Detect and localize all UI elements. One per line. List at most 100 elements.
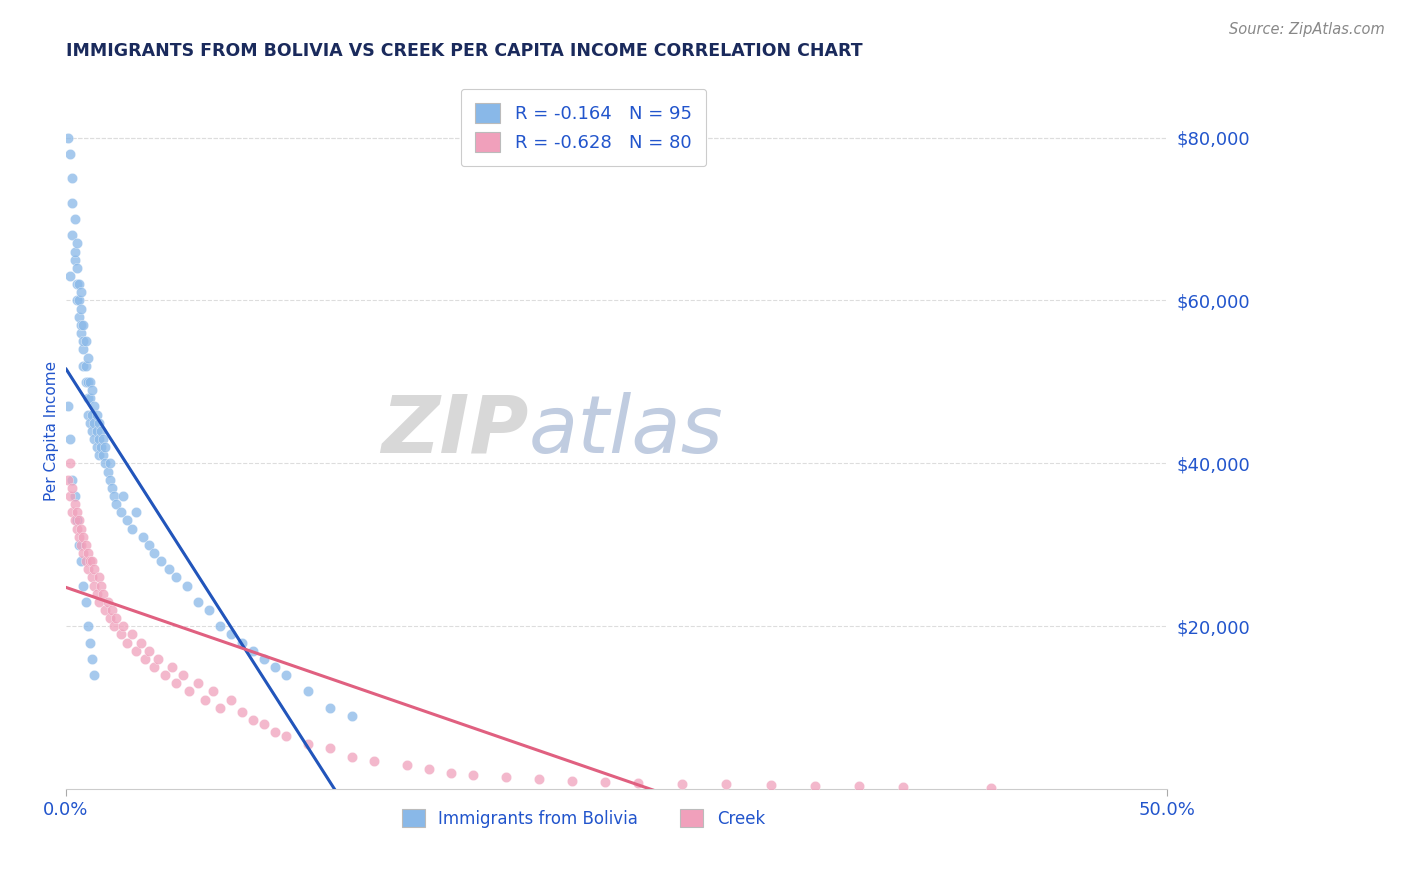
Point bbox=[59, 489, 82, 503]
Point bbox=[98, 457, 121, 471]
Point bbox=[83, 400, 105, 414]
Point bbox=[418, 762, 440, 776]
Point bbox=[63, 212, 86, 227]
Point bbox=[63, 497, 86, 511]
Point bbox=[891, 780, 914, 794]
Point bbox=[87, 448, 110, 462]
Point bbox=[86, 424, 108, 438]
Point bbox=[87, 416, 110, 430]
Point bbox=[67, 538, 90, 552]
Point bbox=[59, 147, 82, 161]
Point bbox=[208, 700, 231, 714]
Point bbox=[72, 578, 94, 592]
Point bbox=[59, 457, 82, 471]
Text: IMMIGRANTS FROM BOLIVIA VS CREEK PER CAPITA INCOME CORRELATION CHART: IMMIGRANTS FROM BOLIVIA VS CREEK PER CAP… bbox=[66, 42, 862, 60]
Point bbox=[219, 692, 242, 706]
Point bbox=[87, 595, 110, 609]
Point bbox=[463, 767, 485, 781]
Point bbox=[803, 779, 825, 793]
Point bbox=[72, 318, 94, 332]
Point bbox=[76, 546, 98, 560]
Point bbox=[125, 505, 148, 519]
Point bbox=[83, 562, 105, 576]
Point bbox=[440, 766, 463, 780]
Point bbox=[219, 627, 242, 641]
Point bbox=[91, 432, 114, 446]
Point bbox=[125, 644, 148, 658]
Point bbox=[980, 780, 1002, 795]
Point bbox=[76, 391, 98, 405]
Point bbox=[340, 749, 363, 764]
Point bbox=[90, 424, 112, 438]
Point bbox=[101, 481, 124, 495]
Point bbox=[160, 660, 183, 674]
Point bbox=[117, 635, 139, 649]
Point bbox=[627, 775, 650, 789]
Point bbox=[59, 432, 82, 446]
Point bbox=[70, 318, 93, 332]
Point bbox=[67, 513, 90, 527]
Point bbox=[363, 754, 385, 768]
Point bbox=[82, 408, 104, 422]
Point bbox=[142, 660, 165, 674]
Point bbox=[56, 130, 79, 145]
Point bbox=[62, 228, 84, 243]
Point bbox=[848, 780, 870, 794]
Point bbox=[83, 432, 105, 446]
Point bbox=[72, 546, 94, 560]
Point bbox=[121, 522, 143, 536]
Point bbox=[83, 668, 105, 682]
Point bbox=[179, 684, 201, 698]
Point bbox=[70, 301, 93, 316]
Point bbox=[79, 391, 101, 405]
Point bbox=[67, 293, 90, 308]
Point bbox=[340, 709, 363, 723]
Point bbox=[172, 668, 194, 682]
Point bbox=[82, 424, 104, 438]
Point bbox=[129, 635, 152, 649]
Point bbox=[142, 546, 165, 560]
Point bbox=[97, 465, 120, 479]
Point bbox=[76, 408, 98, 422]
Point bbox=[67, 277, 90, 292]
Point bbox=[101, 603, 124, 617]
Point bbox=[165, 570, 187, 584]
Point bbox=[82, 652, 104, 666]
Point bbox=[319, 741, 342, 756]
Point bbox=[759, 778, 782, 792]
Point bbox=[82, 383, 104, 397]
Point bbox=[253, 652, 276, 666]
Point bbox=[63, 513, 86, 527]
Point bbox=[66, 277, 89, 292]
Point bbox=[76, 562, 98, 576]
Point bbox=[67, 310, 90, 324]
Point bbox=[153, 668, 176, 682]
Point bbox=[208, 619, 231, 633]
Point bbox=[66, 293, 89, 308]
Point bbox=[193, 692, 215, 706]
Point bbox=[165, 676, 187, 690]
Point bbox=[70, 538, 93, 552]
Point bbox=[396, 757, 419, 772]
Point bbox=[62, 505, 84, 519]
Point bbox=[105, 611, 128, 625]
Point bbox=[72, 334, 94, 349]
Point bbox=[79, 635, 101, 649]
Point bbox=[117, 513, 139, 527]
Point bbox=[79, 554, 101, 568]
Point bbox=[231, 635, 253, 649]
Point bbox=[72, 530, 94, 544]
Point bbox=[595, 775, 617, 789]
Point bbox=[110, 627, 132, 641]
Point bbox=[716, 777, 738, 791]
Point bbox=[76, 351, 98, 365]
Point bbox=[138, 644, 160, 658]
Point bbox=[274, 668, 297, 682]
Point bbox=[134, 652, 156, 666]
Text: Source: ZipAtlas.com: Source: ZipAtlas.com bbox=[1229, 22, 1385, 37]
Point bbox=[75, 595, 97, 609]
Point bbox=[149, 554, 172, 568]
Point bbox=[274, 729, 297, 743]
Point bbox=[66, 505, 89, 519]
Point bbox=[148, 652, 170, 666]
